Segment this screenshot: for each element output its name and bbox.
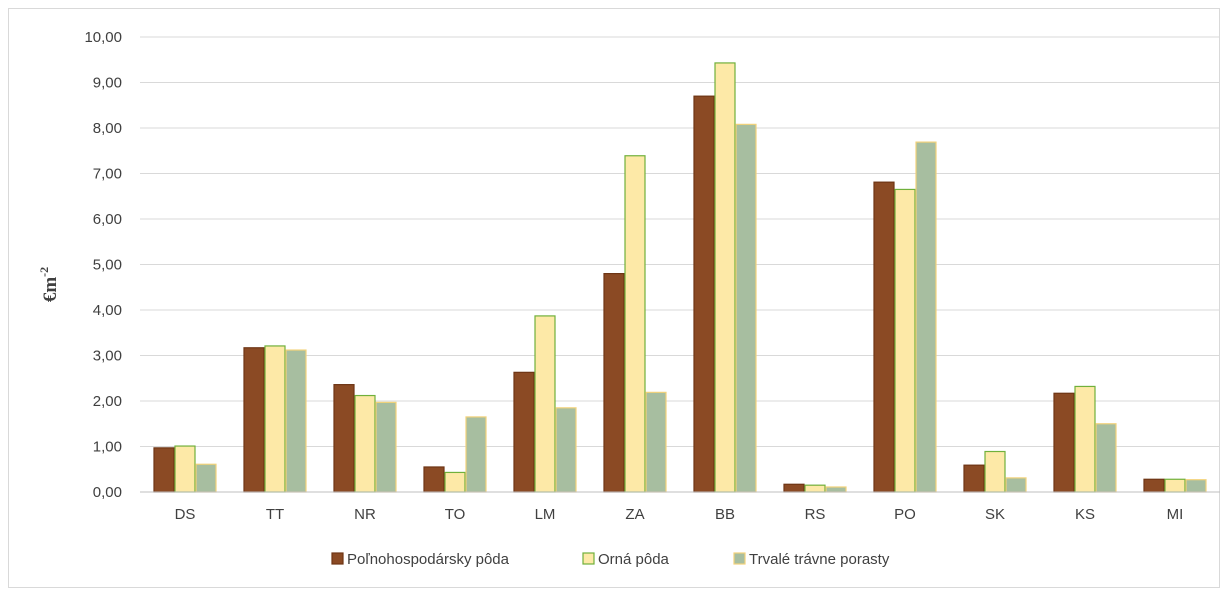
bar-to-series-3 [465, 416, 487, 493]
bars [153, 62, 1207, 493]
bar-ds-series-3 [195, 463, 217, 493]
bar-rs-series-1 [783, 483, 805, 493]
bar-rs-series-3 [825, 486, 847, 493]
x-tick-label: BB [715, 506, 735, 523]
bar-lm-series-1 [513, 371, 535, 493]
y-tick-label: 4,00 [93, 302, 122, 319]
x-tick-label: SK [985, 506, 1005, 523]
y-tick-label: 5,00 [93, 257, 122, 274]
bar-po-series-2 [894, 188, 916, 493]
bar-po-series-1 [873, 181, 895, 493]
bar-to-series-1 [423, 466, 445, 493]
y-tick-label: 6,00 [93, 211, 122, 228]
x-tick-label: ZA [625, 506, 644, 523]
legend-label-2: Orná pôda [598, 551, 670, 568]
y-axis-label: €m-2 [37, 267, 61, 302]
legend-label-1: Poľnohospodársky pôda [347, 551, 510, 568]
x-tick-label: LM [535, 506, 556, 523]
x-axis-ticks: DS TT NR TO LM ZA BB RS PO SK KS MI [175, 506, 1184, 523]
bar-tt-series-2 [264, 345, 286, 493]
x-tick-label: TT [266, 506, 284, 523]
legend: Poľnohospodársky pôda Orná pôda Trvalé trá… [331, 551, 890, 568]
legend-swatch-2 [582, 552, 595, 565]
y-tick-label: 2,00 [93, 393, 122, 410]
y-tick-label: 8,00 [93, 120, 122, 137]
bar-lm-series-3 [555, 407, 577, 493]
bar-bb-series-1 [693, 95, 715, 493]
bar-sk-series-2 [984, 450, 1006, 493]
x-tick-label: DS [175, 506, 196, 523]
bar-ds-series-2 [174, 445, 196, 493]
y-tick-label: 10,00 [84, 29, 122, 46]
bar-nr-series-3 [375, 401, 397, 493]
y-axis-label-superscript: -2 [37, 267, 51, 277]
y-tick-label: 3,00 [93, 348, 122, 365]
y-tick-label: 9,00 [93, 75, 122, 92]
x-tick-label: KS [1075, 506, 1095, 523]
bar-nr-series-2 [354, 394, 376, 493]
x-tick-label: MI [1167, 506, 1184, 523]
legend-swatch-3 [733, 552, 746, 565]
bar-za-series-1 [603, 273, 625, 493]
y-tick-label: 7,00 [93, 166, 122, 183]
bar-nr-series-1 [333, 384, 355, 493]
bar-po-series-3 [915, 141, 937, 493]
bar-bb-series-2 [714, 62, 736, 493]
bar-rs-series-2 [804, 484, 826, 493]
gridlines [140, 36, 1220, 447]
bar-mi-series-3 [1185, 479, 1207, 493]
y-axis-ticks: 0,00 1,00 2,00 3,00 4,00 5,00 6,00 7,00 8,00 9,00… [84, 29, 122, 501]
legend-label-3: Trvalé trávne porasty [749, 551, 890, 568]
bar-ks-series-1 [1053, 392, 1075, 493]
bar-mi-series-1 [1143, 478, 1165, 493]
bar-za-series-2 [624, 155, 646, 493]
bar-ks-series-3 [1095, 423, 1117, 493]
x-tick-label: RS [805, 506, 826, 523]
y-axis-label-text: €m [40, 277, 61, 303]
bar-za-series-3 [645, 391, 667, 493]
y-tick-label: 0,00 [93, 484, 122, 501]
bar-ks-series-2 [1074, 385, 1096, 493]
bar-tt-series-1 [243, 347, 265, 493]
bar-to-series-2 [444, 471, 466, 493]
x-tick-label: TO [445, 506, 466, 523]
bar-ds-series-1 [153, 447, 175, 493]
bar-sk-series-3 [1005, 477, 1027, 493]
x-tick-label: NR [354, 506, 376, 523]
bar-sk-series-1 [963, 464, 985, 493]
x-tick-label: PO [894, 506, 916, 523]
bar-mi-series-2 [1164, 478, 1186, 493]
legend-swatch-1 [331, 552, 344, 565]
bar-lm-series-2 [534, 315, 556, 493]
bar-tt-series-3 [285, 349, 307, 493]
y-tick-label: 1,00 [93, 439, 122, 456]
bar-bb-series-3 [735, 123, 757, 493]
